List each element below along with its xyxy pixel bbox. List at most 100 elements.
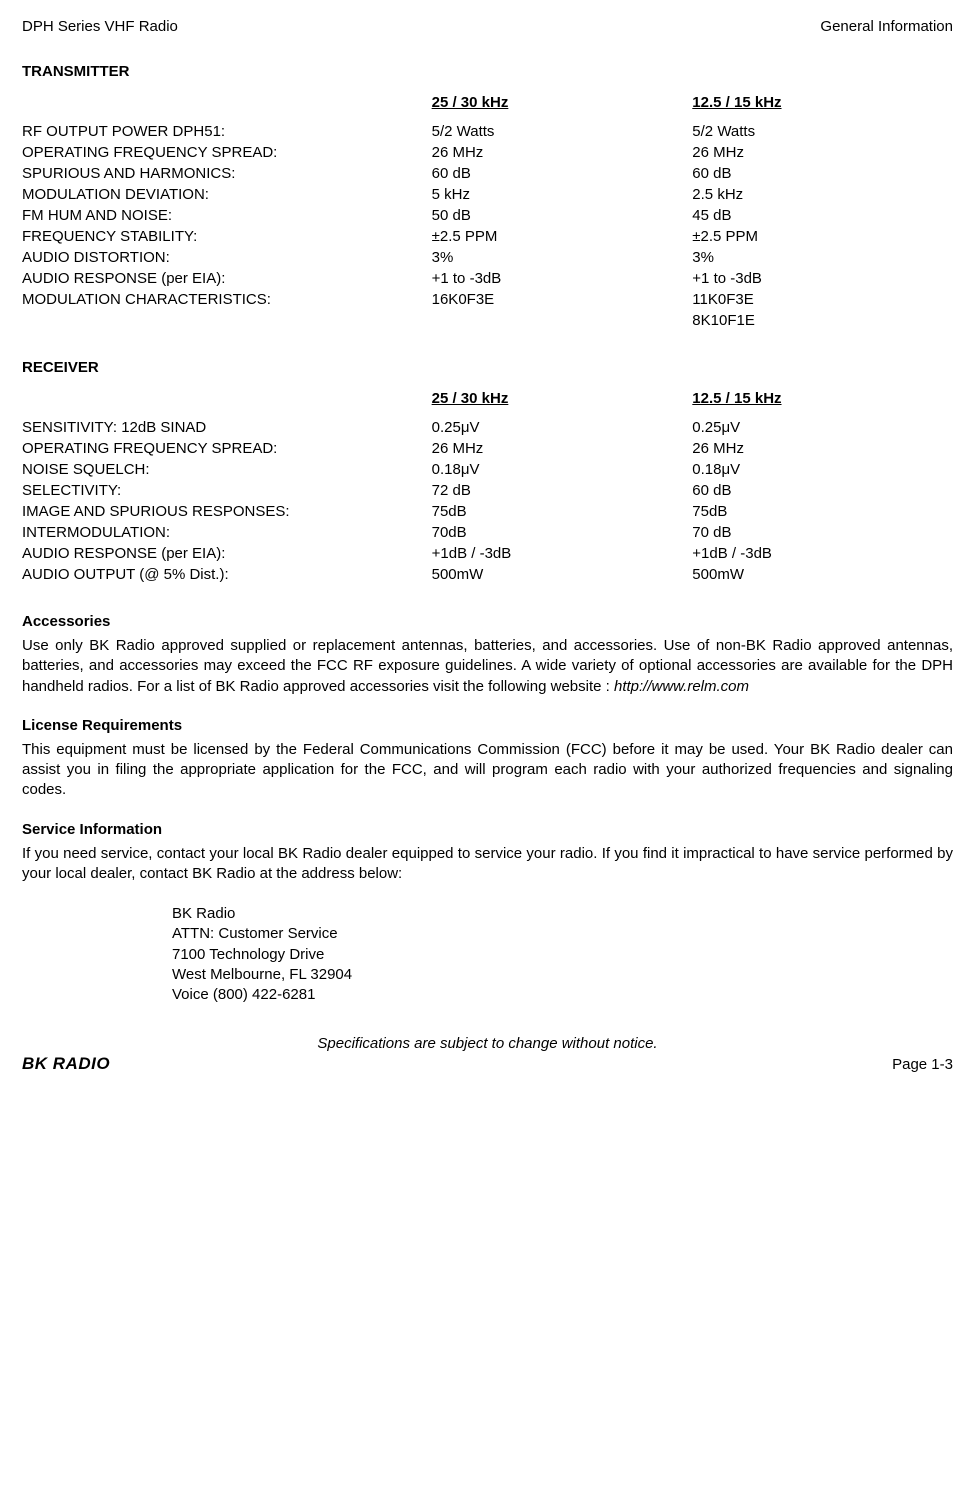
tx-row: AUDIO RESPONSE (per EIA):+1 to -3dB+1 to… (22, 268, 953, 289)
tx-value-wide: 60 dB (432, 163, 693, 184)
tx-value-wide: 16K0F3E (432, 289, 693, 310)
rx-row: IMAGE AND SPURIOUS RESPONSES:75dB75dB (22, 501, 953, 522)
tx-label: OPERATING FREQUENCY SPREAD: (22, 142, 432, 163)
rx-value-narrow: 60 dB (692, 480, 953, 501)
rx-row: SENSITIVITY: 12dB SINAD0.25μV0.25μV (22, 417, 953, 438)
addr-line: BK Radio (172, 904, 953, 924)
tx-label: SPURIOUS AND HARMONICS: (22, 163, 432, 184)
tx-label: MODULATION DEVIATION: (22, 184, 432, 205)
transmitter-table: 25 / 30 kHz 12.5 / 15 kHz RF OUTPUT POWE… (22, 92, 953, 331)
rx-row: AUDIO RESPONSE (per EIA):+1dB / -3dB+1dB… (22, 543, 953, 564)
tx-label: RF OUTPUT POWER DPH51: (22, 121, 432, 142)
rx-value-narrow: 70 dB (692, 522, 953, 543)
tx-value-narrow: +1 to -3dB (692, 268, 953, 289)
rx-value-narrow: 26 MHz (692, 438, 953, 459)
tx-row: 8K10F1E (22, 310, 953, 331)
rx-value-wide: +1dB / -3dB (432, 543, 693, 564)
rx-value-narrow: 500mW (692, 564, 953, 585)
addr-line: Voice (800) 422-6281 (172, 985, 953, 1005)
tx-row: OPERATING FREQUENCY SPREAD:26 MHz26 MHz (22, 142, 953, 163)
service-title: Service Information (22, 821, 953, 838)
rx-label: SELECTIVITY: (22, 480, 432, 501)
tx-value-narrow: 2.5 kHz (692, 184, 953, 205)
rx-label: AUDIO OUTPUT (@ 5% Dist.): (22, 564, 432, 585)
tx-value-wide: 5/2 Watts (432, 121, 693, 142)
footer-note: Specifications are subject to change wit… (22, 1035, 953, 1052)
tx-row: FM HUM AND NOISE:50 dB45 dB (22, 205, 953, 226)
tx-col1-header: 25 / 30 kHz (432, 92, 693, 121)
tx-value-wide: ±2.5 PPM (432, 226, 693, 247)
header-left: DPH Series VHF Radio (22, 18, 178, 35)
rx-row: INTERMODULATION:70dB70 dB (22, 522, 953, 543)
rx-label: INTERMODULATION: (22, 522, 432, 543)
rx-value-wide: 0.25μV (432, 417, 693, 438)
tx-value-narrow: 60 dB (692, 163, 953, 184)
rx-row: NOISE SQUELCH:0.18μV0.18μV (22, 459, 953, 480)
tx-row: AUDIO DISTORTION:3%3% (22, 247, 953, 268)
service-text: If you need service, contact your local … (22, 844, 953, 885)
rx-label: NOISE SQUELCH: (22, 459, 432, 480)
tx-label (22, 310, 432, 331)
receiver-title: RECEIVER (22, 359, 953, 376)
tx-value-wide (432, 310, 693, 331)
rx-value-wide: 75dB (432, 501, 693, 522)
tx-label: AUDIO RESPONSE (per EIA): (22, 268, 432, 289)
tx-value-wide: 50 dB (432, 205, 693, 226)
footer-page: Page 1-3 (892, 1056, 953, 1073)
rx-col1-header: 25 / 30 kHz (432, 388, 693, 417)
rx-value-wide: 0.18μV (432, 459, 693, 480)
rx-label: OPERATING FREQUENCY SPREAD: (22, 438, 432, 459)
rx-label: AUDIO RESPONSE (per EIA): (22, 543, 432, 564)
rx-value-narrow: 75dB (692, 501, 953, 522)
tx-label: FM HUM AND NOISE: (22, 205, 432, 226)
addr-line: 7100 Technology Drive (172, 945, 953, 965)
rx-value-wide: 70dB (432, 522, 693, 543)
tx-row: MODULATION DEVIATION:5 kHz2.5 kHz (22, 184, 953, 205)
accessories-url: http://www.relm.com (614, 678, 749, 695)
accessories-text: Use only BK Radio approved supplied or r… (22, 636, 953, 697)
rx-row: OPERATING FREQUENCY SPREAD:26 MHz26 MHz (22, 438, 953, 459)
license-title: License Requirements (22, 717, 953, 734)
tx-value-narrow: 3% (692, 247, 953, 268)
tx-label: FREQUENCY STABILITY: (22, 226, 432, 247)
tx-value-narrow: 11K0F3E (692, 289, 953, 310)
header-right: General Information (820, 18, 953, 35)
receiver-table: 25 / 30 kHz 12.5 / 15 kHz SENSITIVITY: 1… (22, 388, 953, 585)
addr-line: West Melbourne, FL 32904 (172, 965, 953, 985)
tx-value-wide: 5 kHz (432, 184, 693, 205)
tx-col2-header: 12.5 / 15 kHz (692, 92, 953, 121)
rx-label: SENSITIVITY: 12dB SINAD (22, 417, 432, 438)
address-block: BK Radio ATTN: Customer Service 7100 Tec… (172, 904, 953, 1005)
addr-line: ATTN: Customer Service (172, 924, 953, 944)
accessories-title: Accessories (22, 613, 953, 630)
tx-value-narrow: 45 dB (692, 205, 953, 226)
page-footer: BK RADIO Page 1-3 (22, 1054, 953, 1074)
tx-value-wide: 3% (432, 247, 693, 268)
tx-value-narrow: ±2.5 PPM (692, 226, 953, 247)
rx-value-wide: 500mW (432, 564, 693, 585)
rx-value-narrow: +1dB / -3dB (692, 543, 953, 564)
tx-row: SPURIOUS AND HARMONICS:60 dB60 dB (22, 163, 953, 184)
accessories-body: Use only BK Radio approved supplied or r… (22, 637, 953, 695)
tx-label: AUDIO DISTORTION: (22, 247, 432, 268)
rx-value-wide: 26 MHz (432, 438, 693, 459)
rx-col2-header: 12.5 / 15 kHz (692, 388, 953, 417)
rx-value-narrow: 0.25μV (692, 417, 953, 438)
tx-value-wide: 26 MHz (432, 142, 693, 163)
rx-row: AUDIO OUTPUT (@ 5% Dist.):500mW500mW (22, 564, 953, 585)
footer-brand: BK RADIO (22, 1054, 110, 1074)
rx-label: IMAGE AND SPURIOUS RESPONSES: (22, 501, 432, 522)
rx-value-wide: 72 dB (432, 480, 693, 501)
tx-row: MODULATION CHARACTERISTICS:16K0F3E11K0F3… (22, 289, 953, 310)
tx-label: MODULATION CHARACTERISTICS: (22, 289, 432, 310)
license-text: This equipment must be licensed by the F… (22, 740, 953, 801)
tx-value-narrow: 5/2 Watts (692, 121, 953, 142)
tx-value-wide: +1 to -3dB (432, 268, 693, 289)
tx-value-narrow: 8K10F1E (692, 310, 953, 331)
page-header: DPH Series VHF Radio General Information (22, 18, 953, 35)
tx-value-narrow: 26 MHz (692, 142, 953, 163)
tx-row: FREQUENCY STABILITY:±2.5 PPM±2.5 PPM (22, 226, 953, 247)
rx-value-narrow: 0.18μV (692, 459, 953, 480)
transmitter-title: TRANSMITTER (22, 63, 953, 80)
rx-row: SELECTIVITY:72 dB60 dB (22, 480, 953, 501)
